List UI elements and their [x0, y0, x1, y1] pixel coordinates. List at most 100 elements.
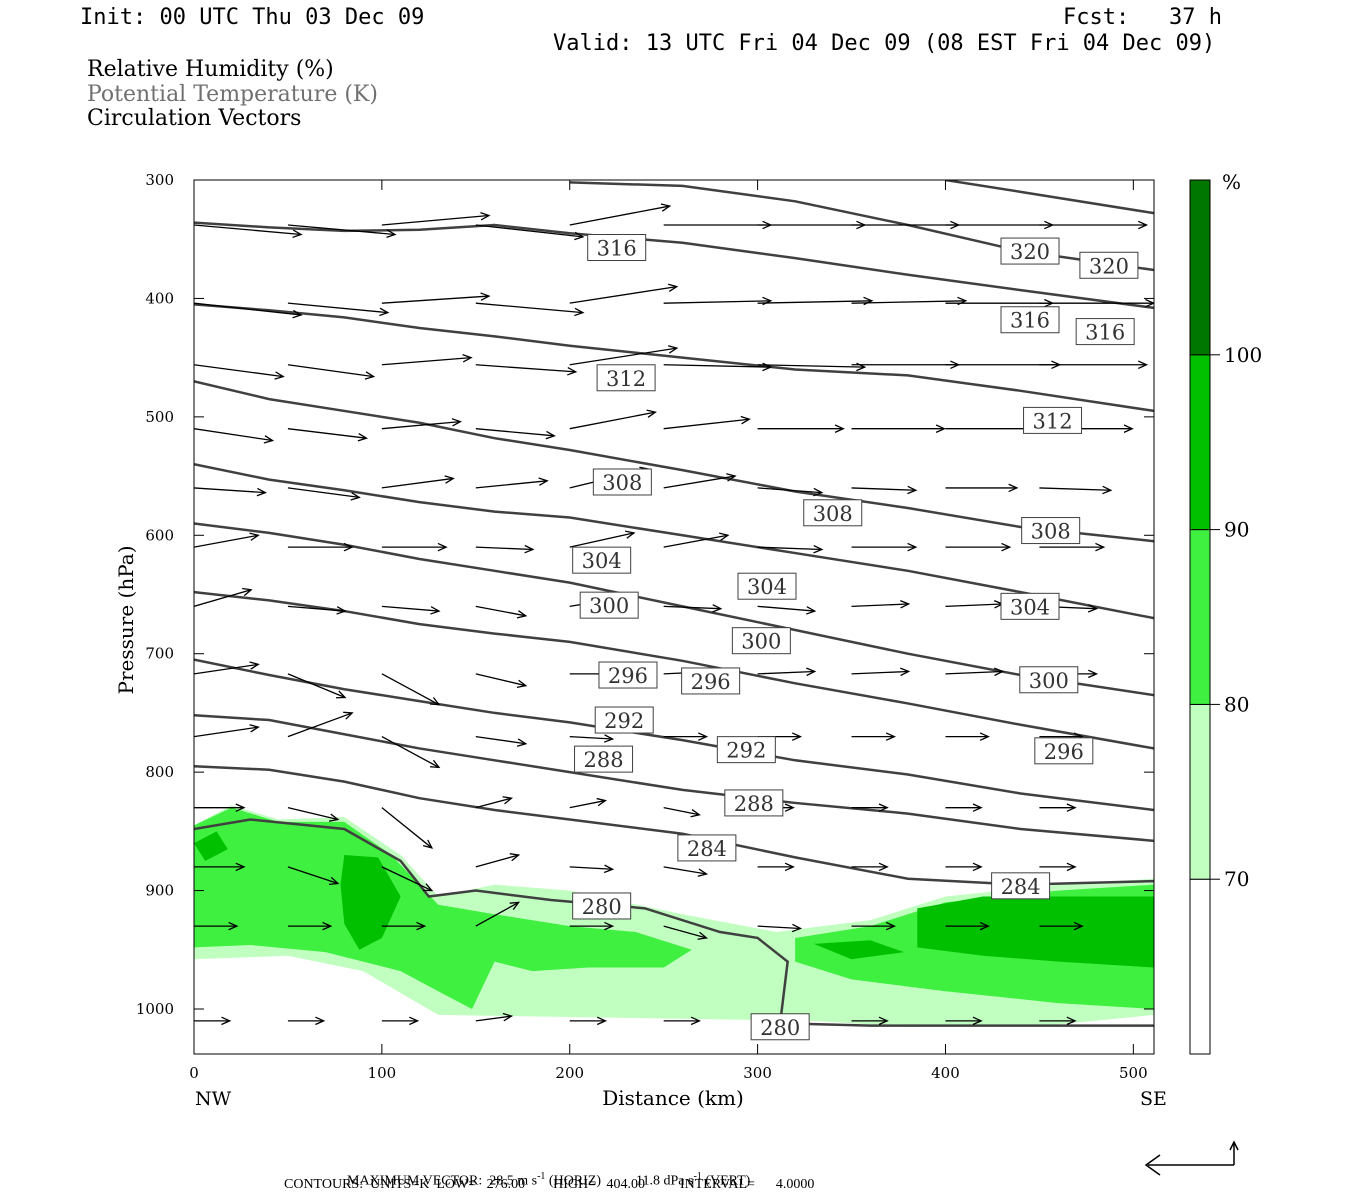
wind-vector: [287, 487, 360, 499]
wind-vector-head: [646, 409, 657, 418]
x-tick-label: 200: [555, 1064, 584, 1082]
theta-contour-288-3: [194, 714, 1154, 843]
wind-vector: [287, 428, 367, 439]
wind-vector: [851, 603, 909, 607]
reference-vector-icon: [1144, 1140, 1239, 1176]
theta-label-box: [579, 591, 639, 619]
wind-vector-head: [885, 921, 896, 931]
max-vector-horiz: 28.5 m s: [489, 1173, 538, 1189]
wind-vector: [851, 487, 916, 491]
wind-vector-head: [935, 424, 946, 433]
wind-vector-head: [263, 435, 275, 444]
wind-vector-head: [625, 530, 636, 539]
wind-vector-head: [328, 876, 340, 886]
y-tick-label: 600: [145, 526, 174, 544]
wind-vector: [757, 605, 815, 612]
theta-label-box: [1021, 517, 1081, 545]
wind-vector-head: [791, 732, 803, 741]
wind-vector-head: [1138, 360, 1149, 370]
theta-label-box: [572, 546, 632, 574]
wind-vector: [569, 347, 677, 366]
theta-label-316: 316: [1010, 309, 1050, 333]
wind-vector-head: [502, 796, 514, 805]
theta-contour-316-10: [194, 221, 1154, 310]
wind-vector-head: [235, 803, 246, 812]
wind-vector: [569, 285, 677, 304]
wind-vector-head: [1066, 862, 1077, 872]
wind-vector-head: [336, 606, 347, 615]
theta-label-316: 316: [1085, 321, 1125, 345]
wind-vector: [757, 925, 801, 930]
wind-vector-head: [1001, 542, 1012, 552]
theta-label-296: 296: [608, 664, 648, 688]
y-tick-label: 900: [145, 882, 174, 900]
wind-vector-head: [1123, 424, 1134, 433]
wind-vector: [663, 605, 721, 610]
theta-label-box: [1034, 737, 1094, 765]
wind-vector-head: [292, 309, 303, 319]
wind-vector-head: [480, 292, 491, 301]
wind-vector: [569, 411, 656, 430]
y-tick-label: 500: [145, 408, 174, 426]
wind-vector-head: [430, 606, 441, 615]
y-tick-label: 1000: [136, 1000, 174, 1018]
theta-label-312: 312: [1033, 409, 1073, 433]
rh-region-90-4: [194, 831, 228, 861]
wind-vector: [663, 418, 750, 430]
theta-label-box: [803, 499, 863, 527]
x-tick-label: 100: [368, 1064, 397, 1082]
wind-vector-head: [979, 921, 990, 931]
y-tick-label: 300: [145, 171, 174, 189]
horiz-unit: (HORIZ): [548, 1173, 602, 1189]
wind-vector: [194, 534, 259, 548]
wind-vector-head: [667, 345, 679, 354]
wind-vector-head: [1066, 803, 1077, 812]
wind-vector-head: [462, 354, 473, 363]
endpoint-right-label: SE: [1140, 1088, 1167, 1110]
y-tick-label: 700: [145, 645, 174, 663]
colorbar-segment: [1189, 179, 1211, 356]
theta-label-box: [1079, 251, 1139, 279]
theta-label-box: [991, 872, 1051, 900]
wind-vector: [663, 534, 729, 548]
wind-vector-head: [972, 862, 983, 872]
wind-vector-head: [660, 203, 672, 212]
wind-vector: [381, 214, 490, 226]
wind-vector-head: [719, 532, 730, 541]
wind-vector-head: [726, 473, 737, 482]
wind-vector-head: [878, 1016, 889, 1026]
wind-vector-head: [603, 734, 615, 743]
wind-vector-head: [878, 862, 889, 872]
wind-vector-head: [690, 1016, 701, 1026]
wind-vector: [757, 300, 872, 304]
wind-vector-head: [697, 931, 709, 940]
wind-vector-head: [437, 542, 448, 552]
wind-vector: [663, 925, 707, 939]
wind-vector-head: [379, 307, 390, 317]
theta-label-288: 288: [584, 748, 624, 772]
wind-vector: [194, 428, 273, 442]
theta-label-box: [716, 736, 776, 764]
wind-vector: [475, 673, 526, 687]
theta-label-316: 316: [597, 237, 637, 261]
wind-vector-head: [574, 307, 585, 317]
wind-vector-head: [784, 803, 795, 812]
wind-vector-head: [740, 415, 751, 425]
theta-label-box: [598, 661, 658, 689]
max-vector-line: MAXIMUM VECTOR: 28.5 m s-1 (HORIZ) 11.8 …: [340, 1158, 750, 1189]
wind-vector-head: [422, 839, 434, 849]
wind-vector: [287, 605, 346, 612]
theta-label-292: 292: [726, 739, 766, 763]
wind-vector-head: [712, 604, 723, 613]
wind-vector: [194, 224, 302, 236]
wind-vector-head: [900, 667, 911, 677]
wind-vector-head: [480, 211, 491, 221]
theta-label-312: 312: [606, 367, 646, 391]
wind-vector: [475, 546, 533, 551]
colorbar-segment: [1189, 703, 1211, 880]
wind-vector: [381, 420, 461, 430]
wind-vector: [194, 589, 252, 607]
wind-vector: [1039, 487, 1111, 491]
wind-vector-head: [1088, 669, 1099, 679]
